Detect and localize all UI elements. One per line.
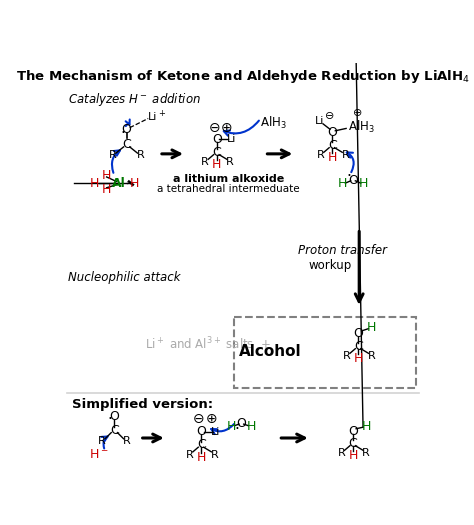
Text: ⊖: ⊖ bbox=[325, 111, 335, 121]
Text: H: H bbox=[90, 176, 99, 190]
Text: H: H bbox=[362, 420, 371, 433]
Text: Li$^+$ and Al$^{3+}$ salts  +: Li$^+$ and Al$^{3+}$ salts + bbox=[145, 336, 271, 352]
Text: workup: workup bbox=[309, 259, 352, 272]
FancyArrowPatch shape bbox=[224, 121, 259, 136]
Text: R: R bbox=[109, 150, 117, 161]
Text: a tetrahedral intermeduate: a tetrahedral intermeduate bbox=[157, 184, 300, 194]
Text: R: R bbox=[341, 150, 349, 161]
Text: O: O bbox=[354, 327, 364, 340]
FancyArrowPatch shape bbox=[126, 120, 130, 126]
Text: H: H bbox=[227, 420, 236, 433]
Text: Simplified version:: Simplified version: bbox=[72, 397, 213, 411]
Text: H: H bbox=[359, 177, 368, 191]
Text: Nucleophilic attack: Nucleophilic attack bbox=[68, 270, 181, 284]
Text: R: R bbox=[98, 436, 106, 446]
Text: R: R bbox=[186, 450, 194, 460]
Text: R: R bbox=[201, 158, 209, 167]
Text: H: H bbox=[102, 169, 111, 182]
Text: H: H bbox=[246, 420, 256, 433]
Text: C: C bbox=[349, 437, 357, 450]
Text: ⊕: ⊕ bbox=[353, 108, 362, 118]
Text: Proton transfer: Proton transfer bbox=[298, 244, 387, 257]
Text: O: O bbox=[212, 133, 222, 146]
Text: H: H bbox=[348, 449, 358, 462]
Text: R: R bbox=[137, 150, 145, 161]
Text: C: C bbox=[197, 438, 206, 452]
Text: ⊖: ⊖ bbox=[209, 121, 220, 135]
FancyArrowPatch shape bbox=[112, 150, 120, 173]
Text: O: O bbox=[328, 126, 337, 139]
Text: R: R bbox=[343, 351, 351, 361]
Text: O: O bbox=[348, 425, 358, 437]
Text: a lithium alkoxide: a lithium alkoxide bbox=[173, 173, 284, 184]
Text: O: O bbox=[237, 417, 246, 430]
Text: C: C bbox=[122, 138, 131, 151]
Text: O: O bbox=[348, 174, 358, 186]
Text: R: R bbox=[226, 158, 234, 167]
Text: C: C bbox=[328, 139, 337, 152]
Text: R: R bbox=[362, 448, 370, 458]
FancyArrowPatch shape bbox=[211, 424, 234, 434]
Text: H: H bbox=[337, 177, 347, 191]
Text: H: H bbox=[328, 151, 337, 164]
Text: Al: Al bbox=[112, 176, 126, 190]
Text: The Mechanism of Ketone and Aldehyde Reduction by LiAlH$_4$: The Mechanism of Ketone and Aldehyde Red… bbox=[16, 68, 470, 85]
FancyArrowPatch shape bbox=[347, 152, 354, 172]
Text: C: C bbox=[110, 424, 118, 437]
Text: O: O bbox=[196, 425, 206, 438]
Text: H: H bbox=[212, 158, 221, 171]
Text: ·: · bbox=[347, 170, 352, 184]
Text: R: R bbox=[337, 448, 346, 458]
Text: H: H bbox=[367, 321, 376, 334]
Text: H: H bbox=[130, 176, 139, 190]
Text: ·: · bbox=[120, 125, 125, 141]
Text: ⊖: ⊖ bbox=[193, 412, 205, 426]
Text: Li: Li bbox=[227, 134, 236, 144]
Text: AlH$_3$: AlH$_3$ bbox=[260, 115, 286, 131]
Text: ⊕: ⊕ bbox=[206, 412, 217, 426]
Text: +: + bbox=[159, 109, 165, 118]
Text: H$^-$: H$^-$ bbox=[89, 448, 109, 461]
FancyBboxPatch shape bbox=[235, 317, 416, 388]
Text: AlH$_3$: AlH$_3$ bbox=[348, 119, 375, 135]
FancyArrowPatch shape bbox=[101, 436, 108, 448]
Text: O: O bbox=[109, 410, 119, 423]
Text: H: H bbox=[354, 352, 363, 365]
Text: R: R bbox=[210, 450, 219, 460]
Text: R: R bbox=[123, 436, 130, 446]
Text: C: C bbox=[354, 340, 363, 353]
Text: R: R bbox=[368, 351, 375, 361]
Text: ⊕: ⊕ bbox=[221, 121, 233, 135]
Text: ·: · bbox=[234, 422, 239, 437]
Text: H: H bbox=[102, 183, 111, 196]
Text: Alcohol: Alcohol bbox=[238, 344, 301, 359]
Text: ·: · bbox=[107, 412, 112, 427]
Text: Li: Li bbox=[148, 112, 157, 122]
Text: R: R bbox=[317, 150, 325, 161]
Text: Catalyzes H$^-$ addition: Catalyzes H$^-$ addition bbox=[68, 91, 201, 109]
Text: Li: Li bbox=[211, 427, 221, 437]
Text: Li: Li bbox=[314, 116, 324, 126]
Text: O: O bbox=[122, 123, 132, 136]
Text: H: H bbox=[197, 451, 206, 464]
Text: C: C bbox=[212, 146, 221, 159]
